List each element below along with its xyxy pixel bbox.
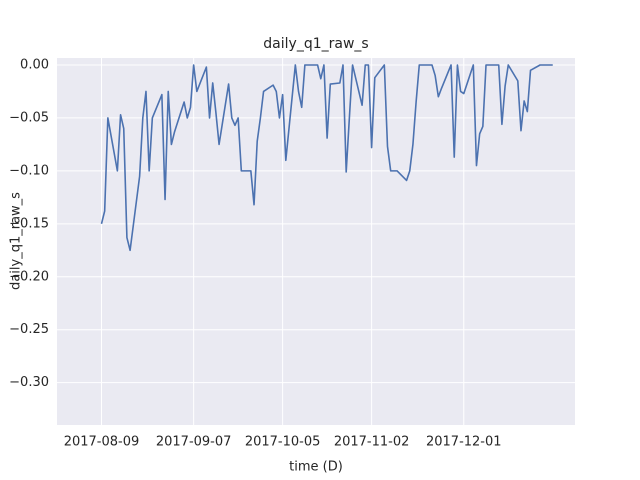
- y-tick-label: −0.20: [9, 269, 49, 284]
- x-tick-label: 2017-08-09: [64, 435, 140, 450]
- x-tick-label: 2017-10-05: [245, 435, 321, 450]
- data-line: [100, 64, 553, 252]
- y-tick-label: −0.30: [9, 375, 49, 390]
- x-tick-label: 2017-09-07: [156, 435, 232, 450]
- x-tick-label: 2017-11-02: [334, 435, 410, 450]
- chart-title: daily_q1_raw_s: [263, 36, 368, 52]
- y-tick-label: −0.10: [9, 163, 49, 178]
- y-axis-label: daily_q1_raw_s: [9, 192, 24, 290]
- x-axis-label: time (D): [289, 460, 343, 475]
- plot-area: [57, 58, 575, 425]
- y-tick-label: −0.25: [9, 322, 49, 337]
- y-tick-label: −0.15: [9, 216, 49, 231]
- y-tick-label: 0.00: [20, 57, 49, 72]
- x-tick-label: 2017-12-01: [426, 435, 502, 450]
- y-tick-label: −0.05: [9, 110, 49, 125]
